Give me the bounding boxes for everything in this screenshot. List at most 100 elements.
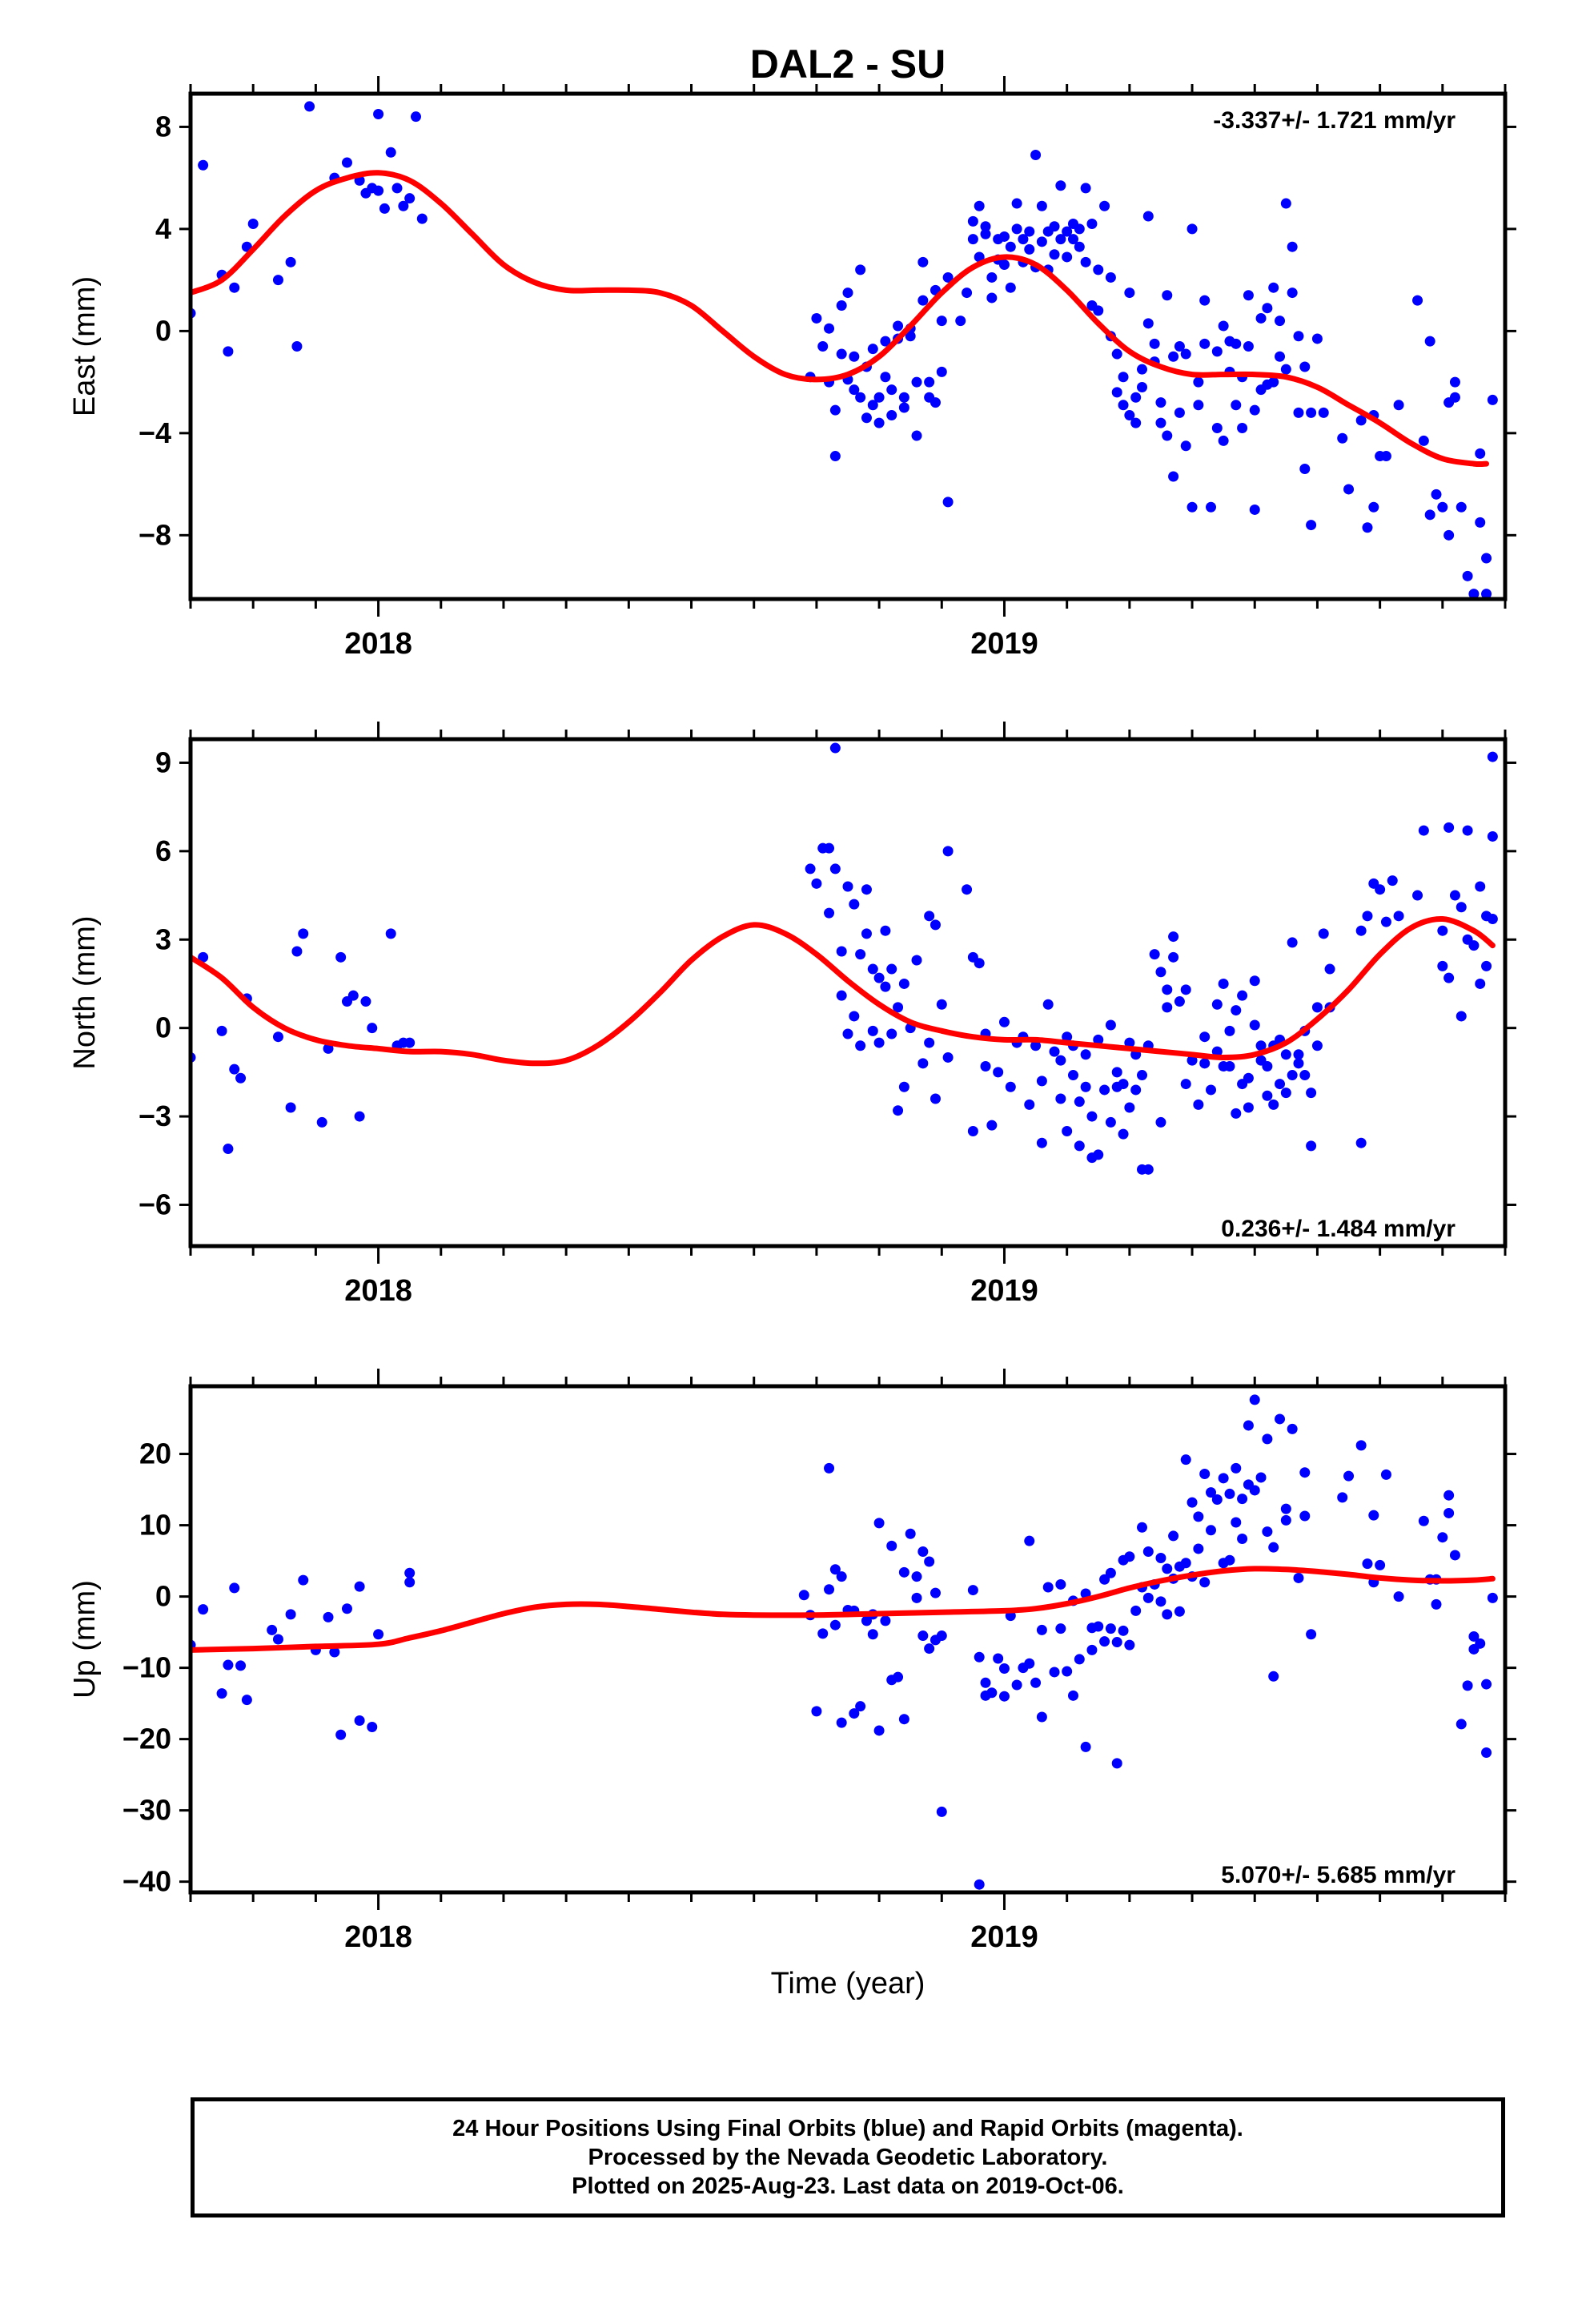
data-point: [1431, 1598, 1442, 1610]
data-point: [1362, 522, 1373, 533]
data-point: [1011, 198, 1022, 209]
data-point: [198, 951, 209, 963]
data-point: [1275, 1079, 1286, 1090]
data-point: [1105, 1623, 1116, 1634]
data-point: [1449, 1550, 1460, 1561]
model-fit-line: [191, 170, 1489, 468]
data-point: [1293, 1572, 1304, 1583]
data-point: [1231, 1517, 1242, 1528]
data-point: [861, 412, 872, 424]
data-point: [824, 1462, 835, 1474]
data-point: [1280, 1503, 1291, 1514]
data-point: [924, 1037, 935, 1048]
data-point: [272, 1634, 283, 1645]
x-tick-label: 2019: [970, 627, 1038, 661]
data-point: [1387, 875, 1398, 887]
data-point: [1130, 1084, 1142, 1096]
data-point: [1067, 1690, 1078, 1701]
data-point: [1118, 1625, 1129, 1636]
data-point: [1142, 1164, 1154, 1175]
data-point: [1093, 305, 1104, 316]
data-point: [1186, 1055, 1198, 1066]
data-point: [1268, 1099, 1279, 1110]
data-point: [1231, 400, 1242, 411]
data-point: [855, 264, 866, 275]
data-point: [1218, 978, 1229, 989]
data-point: [385, 147, 396, 158]
data-point: [223, 1659, 234, 1671]
data-point: [1475, 448, 1486, 459]
data-point: [1055, 234, 1066, 245]
data-point: [1318, 928, 1329, 939]
data-point: [1168, 471, 1179, 482]
data-point: [1136, 381, 1147, 392]
data-point: [962, 884, 973, 895]
data-point: [811, 1706, 822, 1717]
data-point: [1362, 1558, 1373, 1570]
data-point: [873, 392, 885, 403]
data-point: [1249, 404, 1260, 416]
data-point: [1249, 1394, 1260, 1405]
data-point: [1111, 387, 1122, 398]
data-point: [1168, 931, 1179, 943]
data-point: [1130, 417, 1142, 428]
data-point: [917, 1630, 929, 1642]
data-point: [1380, 916, 1391, 927]
series-final-orbits: [191, 101, 1498, 599]
data-point: [291, 946, 303, 957]
panel-up: 20 10 0 −10 −20 −30 −40 2018 2019 Up (mm) 5.070+/-…: [68, 1369, 1516, 1954]
data-point: [1462, 570, 1473, 581]
data-point: [304, 101, 315, 112]
data-point: [298, 1574, 309, 1586]
data-point: [1368, 501, 1379, 513]
data-point: [1080, 256, 1091, 267]
data-point: [1481, 553, 1492, 564]
data-point: [1224, 1025, 1235, 1036]
data-point: [1481, 589, 1492, 599]
velocity-label: -3.337+/- 1.721 mm/yr: [1213, 107, 1456, 134]
data-point: [1231, 1462, 1242, 1474]
y-tick-label: −30: [122, 1794, 171, 1827]
data-point: [1080, 1081, 1091, 1092]
data-point: [1211, 346, 1223, 357]
plot-frame: [188, 737, 1508, 1248]
data-point: [1155, 1116, 1166, 1128]
data-point: [911, 430, 922, 441]
data-point: [373, 1629, 384, 1640]
data-point: [1268, 282, 1279, 293]
data-point: [1062, 1125, 1073, 1136]
data-point: [1124, 1102, 1135, 1113]
data-point: [917, 256, 929, 267]
data-point: [836, 946, 847, 957]
data-point: [1206, 1487, 1217, 1498]
data-point: [1011, 1679, 1022, 1691]
data-point: [849, 1708, 860, 1719]
data-point: [1099, 1574, 1110, 1585]
panel-north: 9 6 3 0 −3 −6 2018 2019 North (mm) 0.236+/- 1.484…: [68, 722, 1516, 1308]
data-point: [980, 228, 991, 239]
data-point: [1211, 422, 1223, 433]
data-point: [198, 1604, 209, 1615]
data-point: [986, 1687, 998, 1699]
data-point: [967, 234, 978, 245]
data-point: [1224, 1488, 1235, 1499]
data-point: [1231, 338, 1242, 349]
data-point: [1193, 376, 1204, 388]
data-point: [986, 292, 998, 304]
data-point: [1080, 1049, 1091, 1060]
data-point: [911, 1592, 922, 1603]
x-tick-label: 2018: [344, 627, 412, 661]
data-point: [1074, 223, 1085, 235]
data-point: [354, 1581, 365, 1592]
data-point: [1211, 999, 1223, 1010]
data-point: [291, 341, 303, 352]
data-point: [1193, 1543, 1204, 1554]
data-point: [1437, 925, 1448, 936]
y-tick-label: −40: [122, 1865, 171, 1898]
data-point: [849, 351, 860, 362]
data-point: [1412, 890, 1423, 901]
data-point: [367, 1023, 378, 1034]
data-point: [1168, 951, 1179, 963]
plot-frame: [188, 91, 1508, 601]
data-point: [917, 1546, 929, 1558]
